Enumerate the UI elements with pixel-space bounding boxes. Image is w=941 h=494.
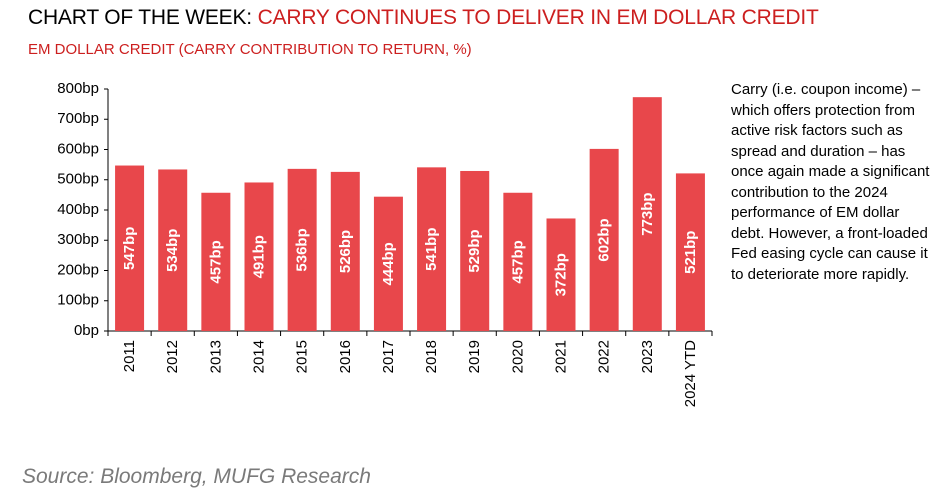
bar	[546, 218, 576, 331]
source-note: Source: Bloomberg, MUFG Research	[22, 465, 371, 488]
x-tick-label: 2014	[251, 340, 268, 373]
y-tick-label: 700bp	[57, 110, 99, 127]
y-tick-label: 100bp	[57, 292, 99, 309]
x-tick-label: 2024 YTD	[682, 340, 699, 407]
data-label: 372bp	[553, 253, 570, 296]
chart-subtitle: EM DOLLAR CREDIT (CARRY CONTRIBUTION TO …	[28, 41, 472, 58]
x-tick-label: 2022	[596, 340, 613, 373]
bar	[589, 148, 619, 331]
x-tick-label: 2017	[380, 340, 397, 373]
bar	[158, 169, 188, 331]
x-tick-label: 2023	[639, 340, 656, 373]
data-label: 773bp	[639, 192, 656, 235]
x-tick-label: 2013	[207, 340, 224, 373]
bar	[330, 171, 360, 331]
y-tick-label: 0bp	[74, 322, 99, 339]
bar	[675, 173, 705, 331]
data-label: 444bp	[380, 242, 397, 285]
x-tick-label: 2011	[121, 340, 138, 372]
bar	[417, 167, 447, 331]
y-tick-label: 300bp	[57, 231, 99, 248]
bar	[115, 165, 145, 331]
data-label: 521bp	[682, 231, 699, 274]
bar	[632, 97, 662, 331]
y-tick-label: 500bp	[57, 171, 99, 188]
x-tick-label: 2016	[337, 340, 354, 373]
data-label: 547bp	[121, 227, 138, 270]
y-tick-label: 600bp	[57, 140, 99, 157]
data-label: 457bp	[509, 240, 526, 283]
bar	[460, 170, 490, 331]
x-tick-label: 2015	[294, 340, 311, 373]
bar-chart: 0bp 100bp 200bp 300bp 400bp 500bp 600bp 700bp 80…	[57, 80, 713, 407]
x-tick-label: 2020	[509, 340, 526, 373]
x-tick-label: 2018	[423, 340, 440, 373]
x-tick-label: 2019	[466, 340, 483, 373]
x-tick-label: 2012	[164, 340, 181, 373]
data-label: 457bp	[207, 240, 224, 283]
data-label: 491bp	[251, 235, 268, 278]
data-label: 529bp	[466, 229, 483, 272]
y-tick-label: 200bp	[57, 261, 99, 278]
data-label: 534bp	[164, 229, 181, 272]
data-label: 602bp	[596, 218, 613, 261]
bar	[373, 196, 403, 331]
chart-title: CHART OF THE WEEK: CARRY CONTINUES TO DE…	[28, 6, 819, 30]
y-tick-label: 400bp	[57, 201, 99, 218]
bar	[244, 182, 274, 331]
bar	[503, 192, 533, 331]
title-highlight: CARRY CONTINUES TO DELIVER IN EM DOLLAR …	[257, 6, 819, 29]
data-label: 541bp	[423, 227, 440, 270]
data-label: 526bp	[337, 230, 354, 273]
y-tick-label: 800bp	[57, 80, 99, 97]
x-tick-label: 2021	[553, 340, 570, 373]
commentary-text: Carry (i.e. coupon income) – which offer…	[731, 81, 930, 283]
bar	[287, 168, 317, 331]
data-label: 536bp	[294, 228, 311, 271]
bar	[201, 192, 231, 331]
title-prefix: CHART OF THE WEEK:	[28, 6, 258, 29]
